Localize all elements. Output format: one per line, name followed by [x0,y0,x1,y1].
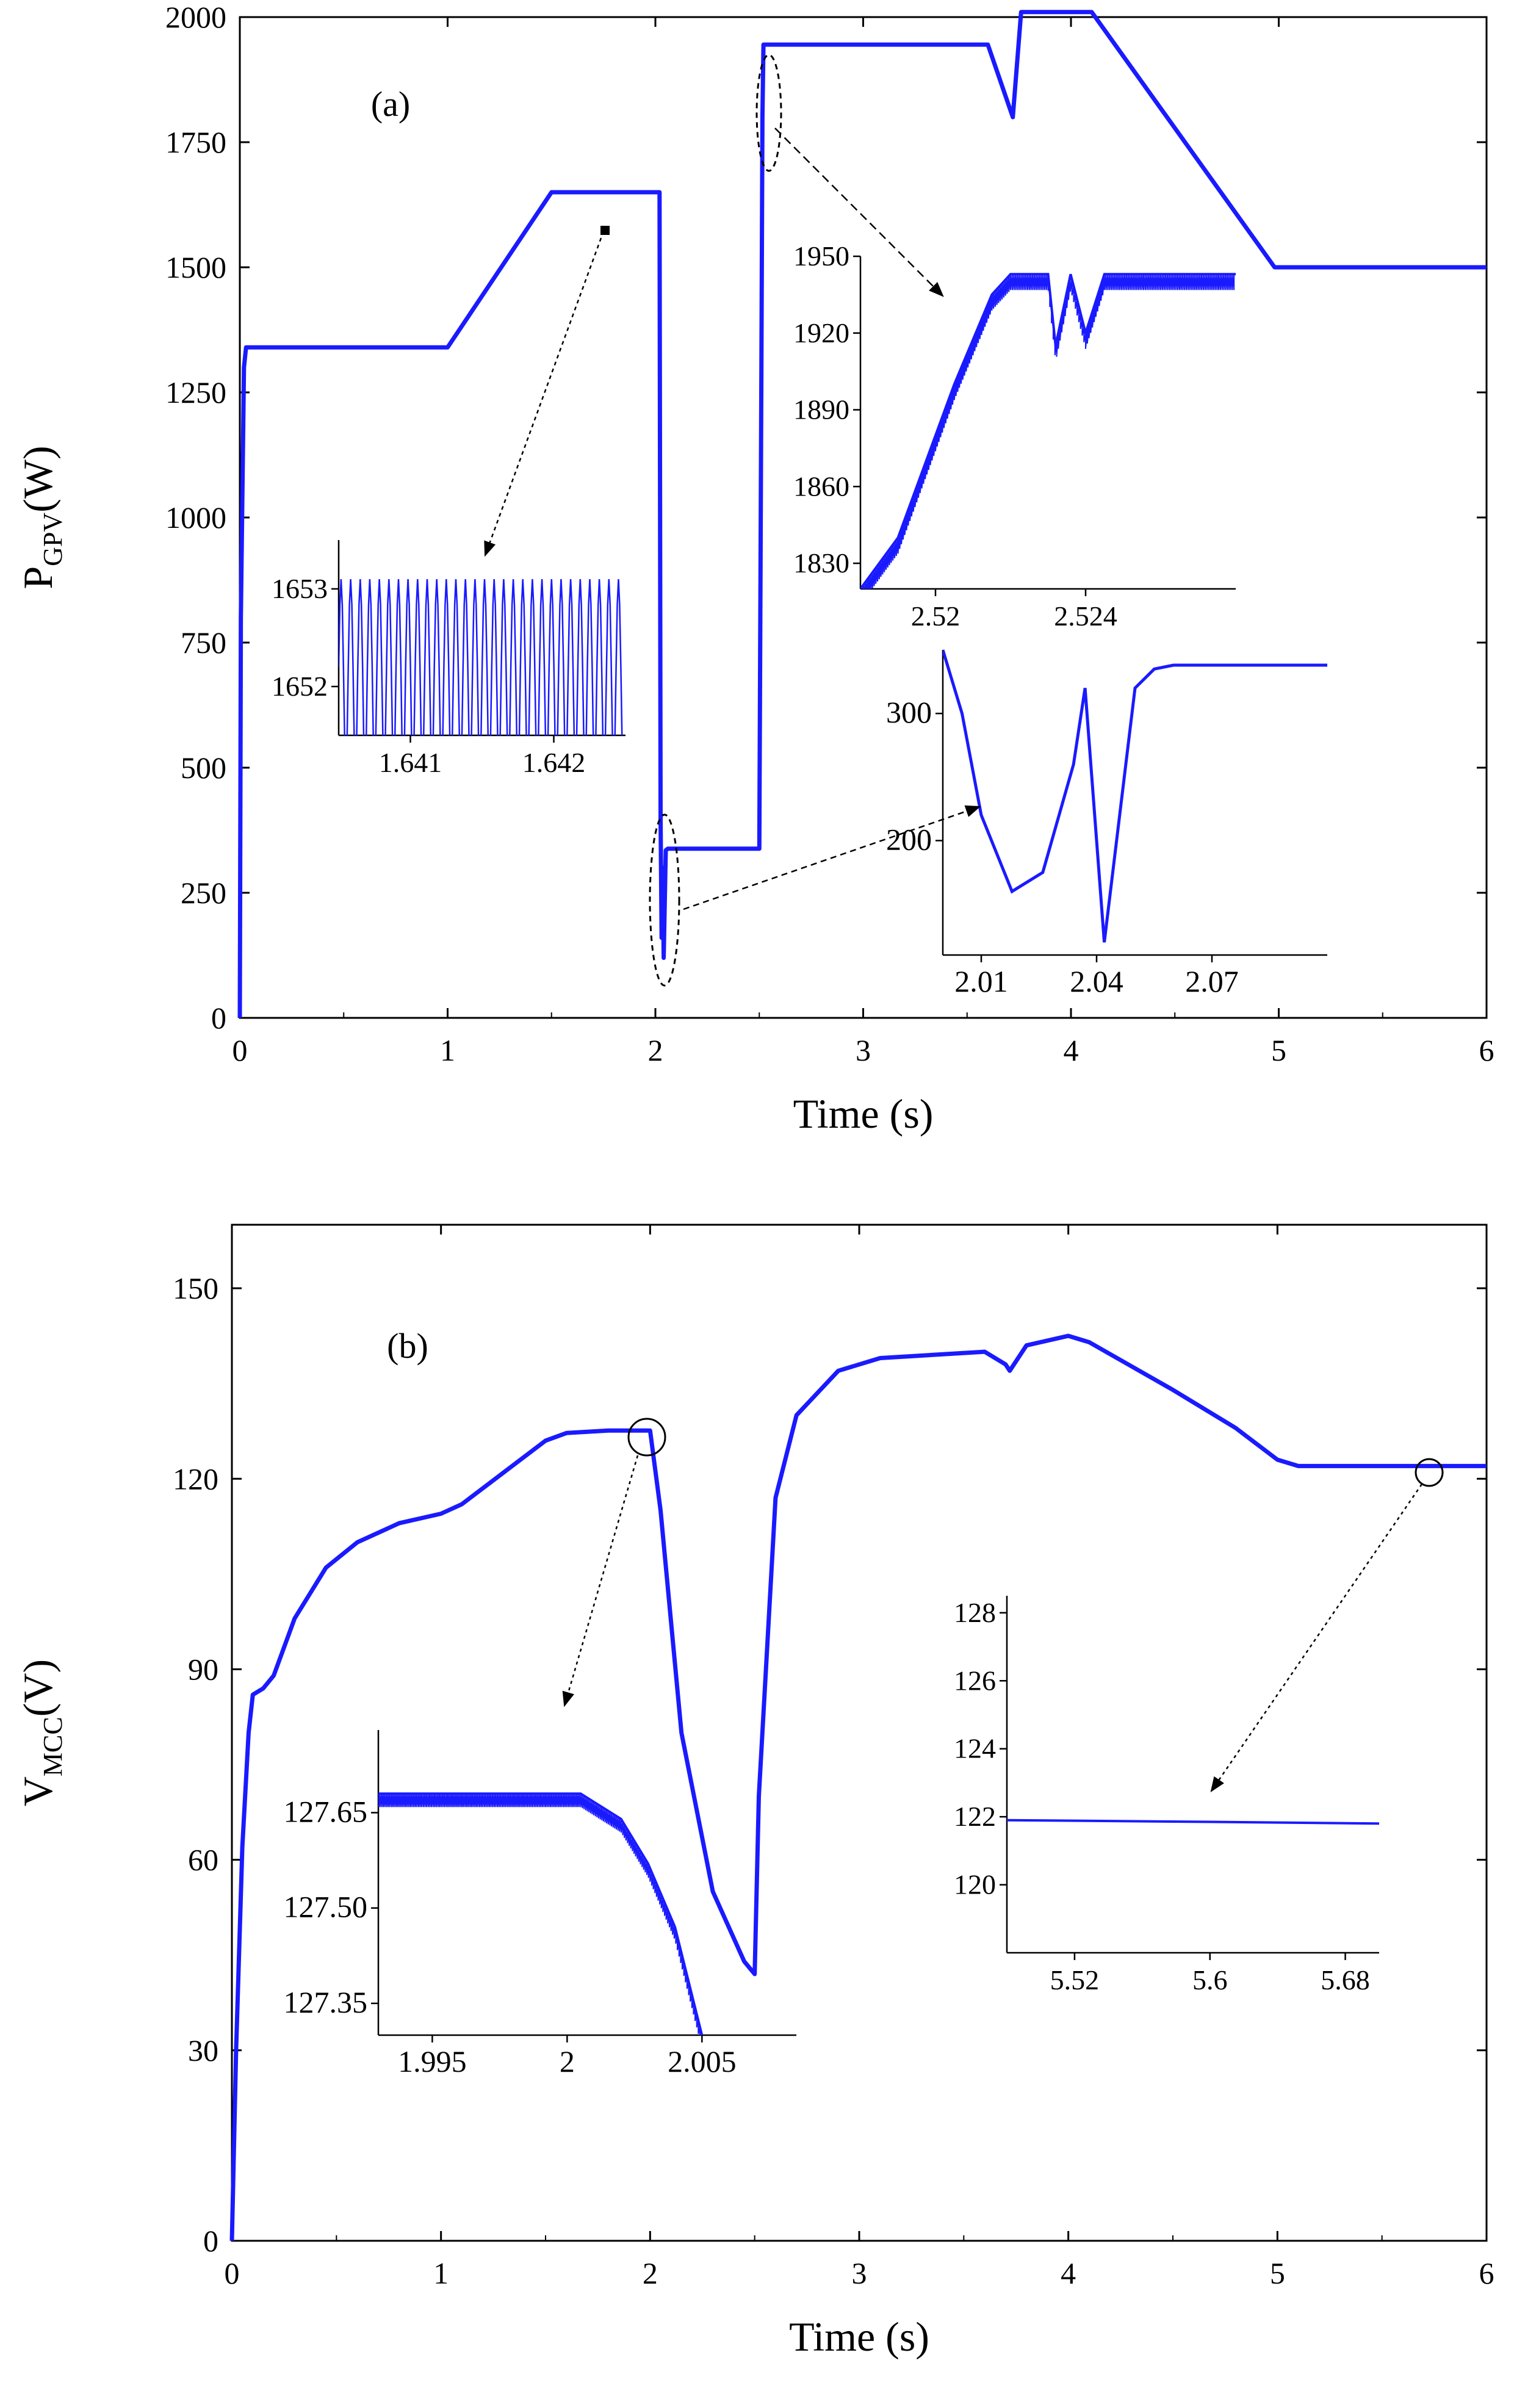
x-tick-label: 4 [1064,1033,1079,1067]
y-tick-label: 750 [181,625,226,660]
inset-x-tick-label: 2.005 [668,2044,737,2078]
inset-series-ripple [378,1793,796,2035]
inset-x-tick-label: 1.995 [398,2044,467,2078]
inset-series-line [378,1792,704,2035]
y-tick-label: 1000 [165,500,226,535]
inset-y-tick-label: 1950 [793,240,849,272]
x-axis-title: Time (s) [793,1090,934,1137]
y-tick-label: 500 [181,751,226,785]
inset-y-tick-label: 1860 [793,470,849,502]
inset-x-tick-label: 1.642 [522,747,586,778]
inset-y-tick-label: 128 [954,1597,996,1628]
inset-series-line [943,649,1327,943]
y-axis-title-main: V [15,1776,61,1806]
inset-y-tick-label: 122 [954,1801,996,1832]
inset-x-tick-label: 1.641 [379,747,442,778]
y-tick-label: 2000 [165,0,226,34]
x-tick-label: 4 [1061,2256,1076,2290]
y-axis-title-subscript: MCC [38,1717,68,1776]
inset-series-ripple [860,274,1235,589]
y-axis-title-main: P [15,566,61,589]
x-tick-label: 1 [440,1033,455,1067]
inset-x-tick-label: 2.01 [954,964,1008,998]
highlight-circle-2p0 [627,1418,666,1457]
inset-series-line [860,273,1236,589]
y-tick-label: 120 [173,1462,218,1496]
x-tick-label: 5 [1270,2256,1285,2290]
y-tick-label: 1500 [165,250,226,284]
inset-y-tick-label: 1830 [793,547,849,579]
x-tick-label: 3 [852,2256,867,2290]
series-line-p-gpv [237,10,1487,1018]
x-tick-label: 2 [648,1033,663,1067]
highlight-ellipse-2p0 [649,813,680,987]
inset-y-tick-label: 1652 [272,671,328,702]
inset-y-tick-label: 120 [954,1869,996,1900]
inset-x-tick-label: 2.07 [1185,964,1239,998]
y-tick-label: 250 [181,876,226,910]
inset-x-tick-label: 5.6 [1192,1964,1228,1995]
inset-x-tick-label: 2.04 [1070,964,1123,998]
highlight-ellipse-2p5 [755,54,782,172]
plot-frame [231,1224,1488,2242]
inset-x-tick-label: 2.52 [911,600,961,632]
inset-y-tick-label: 1890 [793,394,849,425]
inset-y-tick-label: 127.65 [284,1794,368,1828]
inset-x-tick-label: 2.524 [1054,600,1117,632]
inset-y-tick-label: 127.35 [284,1985,368,2019]
inset-y-tick-label: 200 [886,823,932,857]
highlight-circle-5p7 [1415,1458,1444,1487]
y-axis-title-subscript: GPV [38,513,68,566]
y-tick-label: 1250 [165,375,226,409]
inset-y-tick-label: 124 [954,1733,996,1764]
inset-series-line [1007,1819,1379,1825]
inset-y-tick-label: 1920 [793,317,849,348]
y-tick-label: 90 [188,1652,218,1686]
inset-x-tick-label: 5.52 [1050,1964,1100,1995]
panel-label: (b) [387,1326,428,1366]
y-tick-label: 150 [173,1271,218,1305]
y-tick-label: 0 [211,1001,226,1035]
inset-y-tick-label: 126 [954,1665,996,1696]
chart-panel-a: 0 1 2 3 4 5 6 0 250 500 750 1000 1250 1500 1750 2000 Tim… [15,0,1494,1137]
y-axis-title-unit: (V) [15,1659,61,1717]
inset-series-line [339,579,623,735]
x-tick-label: 5 [1271,1033,1286,1067]
series-line-v-mcc [229,1333,1487,2241]
panel-label: (a) [371,84,410,124]
x-tick-label: 0 [225,2256,240,2290]
arrow-to-inset-2p000 [562,1455,639,1707]
inset-inset-2p0: 2.01 2.04 2.07 200 300 [886,649,1327,998]
inset-x-tick-label: 5.68 [1321,1964,1370,1995]
x-tick-label: 0 [233,1033,248,1067]
inset-inset-1p64: 1.641 1.642 1652 1653 [272,540,625,778]
y-tick-label: 60 [188,1843,218,1877]
x-tick-label: 1 [433,2256,449,2290]
arrow-to-inset-1p64 [484,237,602,557]
y-tick-label: 30 [188,2033,218,2067]
arrow-to-inset-5p6 [1210,1483,1423,1793]
marker-square [600,226,610,235]
y-tick-label: 1750 [165,125,226,159]
inset-y-tick-label: 127.50 [284,1890,368,1924]
y-axis-title: PGPV(W) [15,445,68,589]
y-tick-label: 0 [203,2224,218,2258]
inset-inset-5p6: 5.52 5.6 5.68 120 122 124 126 128 [954,1596,1379,1995]
y-axis-title-unit: (W) [15,445,61,512]
x-tick-label: 3 [856,1033,871,1067]
y-axis-title: VMCC(V) [15,1659,68,1806]
inset-y-tick-label: 300 [886,695,932,729]
x-tick-label: 2 [643,2256,658,2290]
arrow-to-inset-2p0 [683,805,981,910]
inset-x-tick-label: 2 [560,2044,575,2078]
plot-frame [239,16,1488,1019]
inset-inset-2p52: 2.52 2.524 1830 1860 1890 1920 1950 [793,240,1236,632]
x-tick-label: 6 [1479,1033,1494,1067]
x-tick-label: 6 [1479,2256,1494,2290]
inset-y-tick-label: 1653 [272,573,328,604]
inset-inset-2p000: 1.995 2 2.005 127.35 127.50 127.65 [284,1730,796,2078]
x-axis-title: Time (s) [789,2313,929,2360]
